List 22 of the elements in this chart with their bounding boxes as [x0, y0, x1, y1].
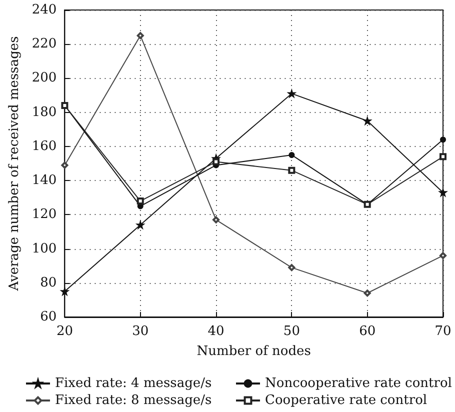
y-axis-title: Average number of received messages — [7, 36, 22, 292]
x-tick-label: 60 — [359, 324, 376, 339]
y-tick-label: 180 — [32, 104, 57, 120]
x-tick-label: 30 — [132, 324, 149, 339]
y-tick-label: 120 — [32, 207, 57, 222]
x-tick-label: 50 — [283, 324, 300, 339]
y-tick-label: 160 — [32, 138, 57, 154]
x-tick-label: 40 — [208, 324, 224, 339]
legend-label: Noncooperative rate control — [265, 376, 452, 391]
y-tick-label: 220 — [32, 36, 57, 52]
y-tick-label: 140 — [32, 173, 57, 188]
y-tick-label: 60 — [40, 310, 57, 324]
legend-label: Fixed rate: 8 message/s — [55, 393, 212, 408]
y-tick-label: 80 — [40, 275, 57, 290]
legend-label: Fixed rate: 4 message/s — [55, 376, 212, 391]
x-tick-label: 70 — [434, 324, 452, 339]
x-tick-label: 20 — [56, 324, 73, 339]
y-tick-label: 240 — [32, 2, 57, 18]
x-axis-title: Number of nodes — [196, 344, 311, 359]
legend-label: Cooperative rate control — [265, 393, 428, 408]
y-tick-label: 100 — [32, 241, 57, 256]
y-tick-label: 200 — [32, 70, 57, 86]
